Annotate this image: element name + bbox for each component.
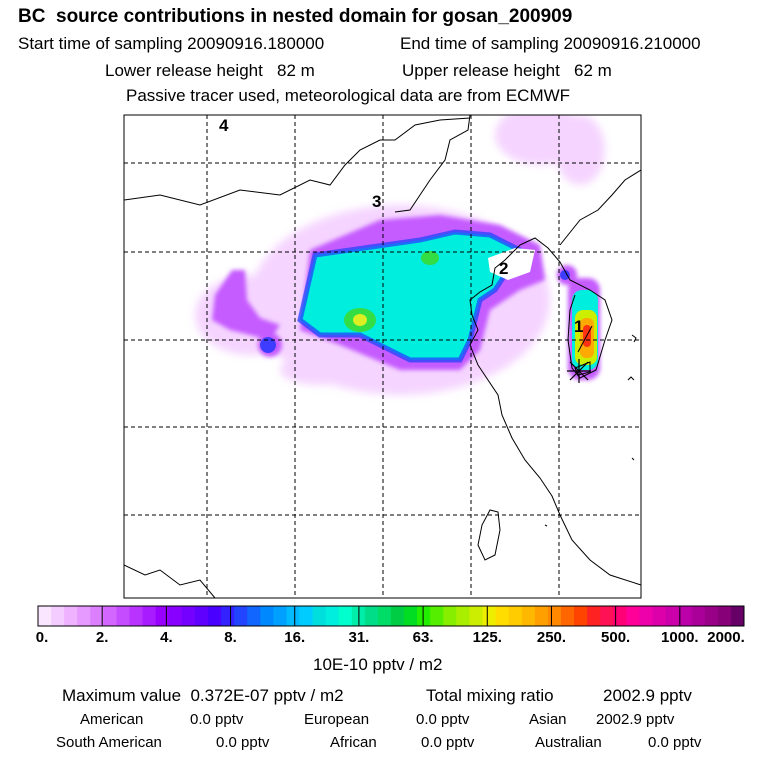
colorbar-cell [521,606,536,626]
colorbar-tick-label: 250. [536,629,567,646]
colorbar-tick-label: 63. [412,629,434,646]
upper-release-label: Upper release height 62 m [402,61,612,80]
colorbar-cell [456,606,470,626]
map-label-3: 3 [372,192,381,211]
start-time-label: Start time of sampling 20090916.180000 [18,34,325,53]
colorbar-cell [377,606,392,626]
region-label-south-american: South American [56,734,162,751]
colorbar-tick-label: 4. [160,629,173,646]
colorbar-tick-label: 16. [284,629,306,646]
total-mixing-value: 2002.9 pptv [603,686,692,705]
coastlines [124,115,641,598]
colorbar-cell [273,606,287,626]
colorbar-tick-label: 0. [35,629,49,646]
colorbar-cell [38,606,52,626]
figure-title: BC source contributions in nested domain… [18,6,573,27]
colorbar-cell [417,606,431,626]
colorbar-cell [430,606,444,626]
colorbar [37,605,745,627]
colorbar-cell [129,606,144,626]
colorbar-cell [116,606,131,626]
colorbar-frame [37,605,745,627]
colorbar-cell [469,606,484,626]
colorbar-cell [443,606,457,626]
colorbar-cell [560,606,575,626]
colorbar-cell [534,606,549,626]
colorbar-cell [260,606,274,626]
lower-release-label: Lower release height 82 m [105,61,315,80]
region-value-australian: 0.0 pptv [648,734,702,751]
colorbar-cell [482,606,497,626]
map-label-1: 1 [574,317,583,336]
colorbar-cell [234,606,248,626]
region-label-asian: Asian [529,711,567,728]
colorbar-tick-label: 2. [95,629,109,646]
region-label-african: African [330,734,377,751]
region-label-american: American [80,711,144,728]
map-panel: 1 2 3 4 [123,114,642,599]
region-value-south-american: 0.0 pptv [216,734,270,751]
colorbar-cell [312,606,327,626]
colorbar-cell [364,606,379,626]
colorbar-cell [391,606,405,626]
map-frame [123,114,642,599]
colorbar-tick-label: 8. [224,629,237,646]
colorbar-cell [247,606,261,626]
colorbar-cell [325,606,340,626]
region-value-american: 0.0 pptv [190,711,244,728]
receptor-marker [567,359,591,383]
colorbar-cell [717,606,732,626]
trajectory-line [577,325,593,353]
colorbar-cell [51,606,65,626]
colorbar-cell [600,606,614,626]
colorbar-cell [221,606,235,626]
colorbar-cell [587,606,601,626]
colorbar-cell [207,606,222,626]
colorbar-tick-label: 125. [472,629,502,646]
colorbar-cell [155,606,170,626]
colorbar-cell [142,606,157,626]
end-time-label: End time of sampling 20090916.210000 [400,34,701,53]
colorbar-cell [404,606,418,626]
colorbar-cell [181,606,196,626]
colorbar-cell [691,606,706,626]
tracer-note: Passive tracer used, meteorological data… [126,86,571,105]
region-value-european: 0.0 pptv [416,711,470,728]
colorbar-cell [613,606,627,626]
colorbar-cell [704,606,719,626]
colorbar-cell [574,606,588,626]
colorbar-cell [103,606,117,626]
colorbar-cell [90,606,104,626]
colorbar-cell [508,606,523,626]
colorbar-cell [168,606,183,626]
colorbar-units: 10E-10 pptv / m2 [313,655,443,674]
region-label-australian: Australian [535,734,602,751]
colorbar-cell [730,606,745,626]
colorbar-tick-label: 31. [348,629,370,646]
colorbar-cell [194,606,209,626]
colorbar-cell [626,606,640,626]
colorbar-cell [665,606,680,626]
colorbar-cell [64,606,78,626]
max-value: Maximum value 0.372E-07 pptv / m2 [62,686,344,705]
region-value-asian: 2002.9 pptv [596,711,675,728]
colorbar-cell [299,606,314,626]
colorbar-cell [338,606,353,626]
colorbar-cell [678,606,693,626]
colorbar-cell [639,606,653,626]
colorbar-tick-label: 2000. [707,629,745,646]
map-label-2: 2 [499,259,508,278]
colorbar-cell [652,606,667,626]
total-mixing-label: Total mixing ratio [426,686,554,705]
grid-lines [124,115,641,598]
region-label-european: European [304,711,370,728]
map-label-4: 4 [219,116,229,135]
colorbar-cell [77,606,91,626]
region-value-african: 0.0 pptv [421,734,475,751]
colorbar-cell [495,606,510,626]
colorbar-cell [547,606,562,626]
colorbar-tick-label: 500. [601,629,631,646]
colorbar-cell [286,606,300,626]
colorbar-tick-label: 1000. [661,629,699,646]
